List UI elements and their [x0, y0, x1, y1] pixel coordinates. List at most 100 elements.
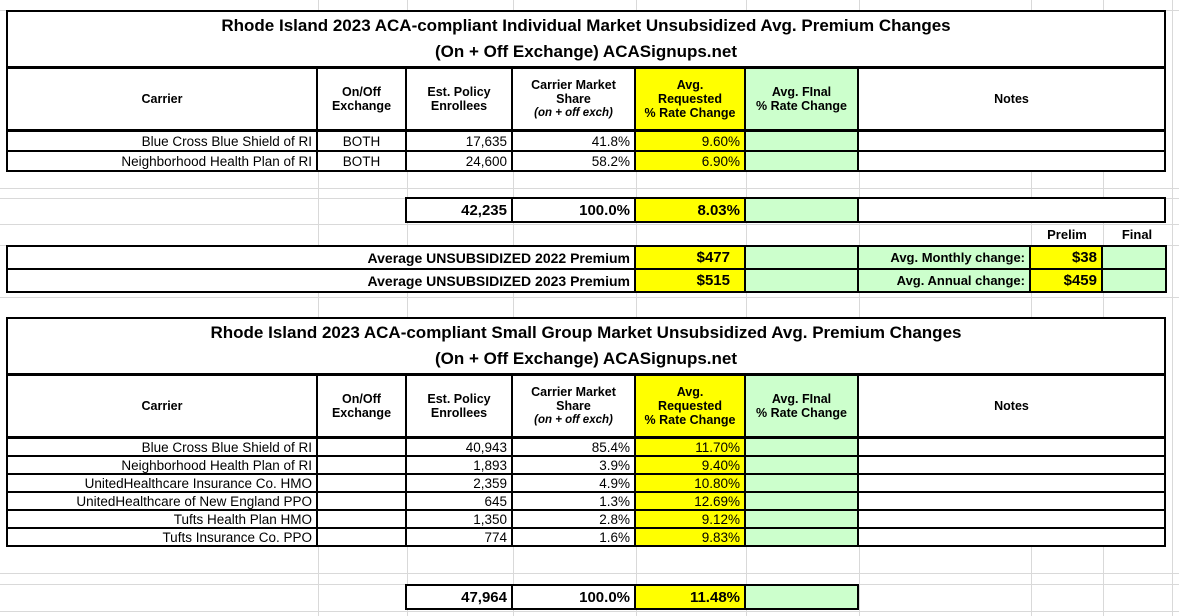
cell-final-rate[interactable] [744, 491, 859, 511]
cell-exchange[interactable] [316, 436, 407, 457]
premium-2022-final[interactable] [744, 245, 859, 270]
cell-exchange[interactable] [316, 455, 407, 475]
cell-requested-rate[interactable]: 9.60% [634, 129, 746, 152]
cell-enrollees[interactable]: 645 [405, 491, 513, 511]
premium-2022-label[interactable]: Average UNSUBSIDIZED 2022 Premium [6, 245, 636, 270]
cell-enrollees[interactable]: 24,600 [405, 150, 513, 172]
annual-change-final[interactable] [1101, 268, 1167, 293]
cell-notes[interactable] [857, 527, 1166, 547]
gridline-horizontal [0, 224, 1179, 225]
cell-final-rate[interactable] [744, 527, 859, 547]
cell-requested-rate[interactable]: 11.70% [634, 436, 746, 457]
prelim-column-label[interactable]: Prelim [1047, 227, 1087, 242]
cell-market-share[interactable]: 85.4% [511, 436, 636, 457]
cell-exchange[interactable] [316, 509, 407, 529]
cell-exchange[interactable] [316, 527, 407, 547]
cell-final-rate[interactable] [744, 455, 859, 475]
premium-2023-value[interactable]: $515 [634, 268, 746, 293]
cell-carrier[interactable]: Tufts Insurance Co. PPO [6, 527, 318, 547]
annual-change-prelim[interactable]: $459 [1029, 268, 1103, 293]
header-exchange[interactable]: On/Off Exchange [316, 66, 407, 132]
total-notes[interactable] [857, 197, 1166, 223]
cell-exchange[interactable]: BOTH [316, 150, 407, 172]
cell-notes[interactable] [857, 150, 1166, 172]
header-enrollees[interactable]: Est. Policy Enrollees [405, 66, 513, 132]
cell-notes[interactable] [857, 491, 1166, 511]
cell-final-rate[interactable] [744, 129, 859, 152]
cell-notes[interactable] [857, 509, 1166, 529]
cell-carrier[interactable]: Tufts Health Plan HMO [6, 509, 318, 529]
header-notes[interactable]: Notes [857, 373, 1166, 439]
total-enrollees[interactable]: 42,235 [405, 197, 513, 223]
total-requested-rate[interactable]: 11.48% [634, 584, 746, 610]
header-final-rate[interactable]: Avg. FInal % Rate Change [744, 66, 859, 132]
cell-notes[interactable] [857, 436, 1166, 457]
cell-enrollees[interactable]: 17,635 [405, 129, 513, 152]
cell-exchange[interactable] [316, 473, 407, 493]
gridline-vertical [859, 0, 860, 616]
cell-requested-rate[interactable]: 10.80% [634, 473, 746, 493]
monthly-change-final[interactable] [1101, 245, 1167, 270]
header-requested-rate[interactable]: Avg. Requested % Rate Change [634, 66, 746, 132]
cell-final-rate[interactable] [744, 473, 859, 493]
cell-enrollees[interactable]: 1,893 [405, 455, 513, 475]
gridline-vertical [1103, 0, 1104, 616]
cell-enrollees[interactable]: 774 [405, 527, 513, 547]
total-enrollees[interactable]: 47,964 [405, 584, 513, 610]
cell-requested-rate[interactable]: 9.83% [634, 527, 746, 547]
header-exchange[interactable]: On/Off Exchange [316, 373, 407, 439]
cell-market-share[interactable]: 2.8% [511, 509, 636, 529]
table1-title[interactable]: Rhode Island 2023 ACA-compliant Individu… [6, 10, 1166, 69]
cell-carrier[interactable]: Neighborhood Health Plan of RI [6, 150, 318, 172]
cell-market-share[interactable]: 41.8% [511, 129, 636, 152]
cell-exchange[interactable]: BOTH [316, 129, 407, 152]
final-column-label[interactable]: Final [1121, 227, 1153, 242]
header-notes[interactable]: Notes [857, 66, 1166, 132]
cell-market-share[interactable]: 3.9% [511, 455, 636, 475]
cell-exchange[interactable] [316, 491, 407, 511]
cell-market-share[interactable]: 4.9% [511, 473, 636, 493]
cell-final-rate[interactable] [744, 436, 859, 457]
header-final-rate[interactable]: Avg. FInal % Rate Change [744, 373, 859, 439]
premium-2023-label[interactable]: Average UNSUBSIDIZED 2023 Premium [6, 268, 636, 293]
cell-notes[interactable] [857, 473, 1166, 493]
total-market-share[interactable]: 100.0% [511, 584, 636, 610]
table2-title[interactable]: Rhode Island 2023 ACA-compliant Small Gr… [6, 317, 1166, 376]
cell-market-share[interactable]: 58.2% [511, 150, 636, 172]
cell-carrier[interactable]: Neighborhood Health Plan of RI [6, 455, 318, 475]
cell-carrier[interactable]: UnitedHealthcare of New England PPO [6, 491, 318, 511]
cell-notes[interactable] [857, 455, 1166, 475]
cell-requested-rate[interactable]: 12.69% [634, 491, 746, 511]
premium-2022-value[interactable]: $477 [634, 245, 746, 270]
cell-carrier[interactable]: Blue Cross Blue Shield of RI [6, 129, 318, 152]
cell-carrier[interactable]: Blue Cross Blue Shield of RI [6, 436, 318, 457]
gridline-vertical [407, 0, 408, 616]
total-final-rate[interactable] [744, 197, 859, 223]
cell-enrollees[interactable]: 2,359 [405, 473, 513, 493]
cell-final-rate[interactable] [744, 509, 859, 529]
cell-enrollees[interactable]: 40,943 [405, 436, 513, 457]
total-final-rate[interactable] [744, 584, 859, 610]
header-market-share[interactable]: Carrier Market Share (on + off exch) [511, 66, 636, 132]
header-enrollees[interactable]: Est. Policy Enrollees [405, 373, 513, 439]
header-requested-rate[interactable]: Avg. Requested % Rate Change [634, 373, 746, 439]
cell-final-rate[interactable] [744, 150, 859, 172]
cell-market-share[interactable]: 1.6% [511, 527, 636, 547]
header-carrier[interactable]: Carrier [6, 66, 318, 132]
cell-requested-rate[interactable]: 9.40% [634, 455, 746, 475]
cell-requested-rate[interactable]: 6.90% [634, 150, 746, 172]
header-share-line3: (on + off exch) [534, 107, 613, 119]
header-carrier[interactable]: Carrier [6, 373, 318, 439]
monthly-change-label[interactable]: Avg. Monthly change: [857, 245, 1031, 270]
monthly-change-prelim[interactable]: $38 [1029, 245, 1103, 270]
annual-change-label[interactable]: Avg. Annual change: [857, 268, 1031, 293]
cell-enrollees[interactable]: 1,350 [405, 509, 513, 529]
total-market-share[interactable]: 100.0% [511, 197, 636, 223]
cell-notes[interactable] [857, 129, 1166, 152]
premium-2023-final[interactable] [744, 268, 859, 293]
total-requested-rate[interactable]: 8.03% [634, 197, 746, 223]
header-market-share[interactable]: Carrier Market Share (on + off exch) [511, 373, 636, 439]
cell-market-share[interactable]: 1.3% [511, 491, 636, 511]
cell-carrier[interactable]: UnitedHealthcare Insurance Co. HMO [6, 473, 318, 493]
cell-requested-rate[interactable]: 9.12% [634, 509, 746, 529]
